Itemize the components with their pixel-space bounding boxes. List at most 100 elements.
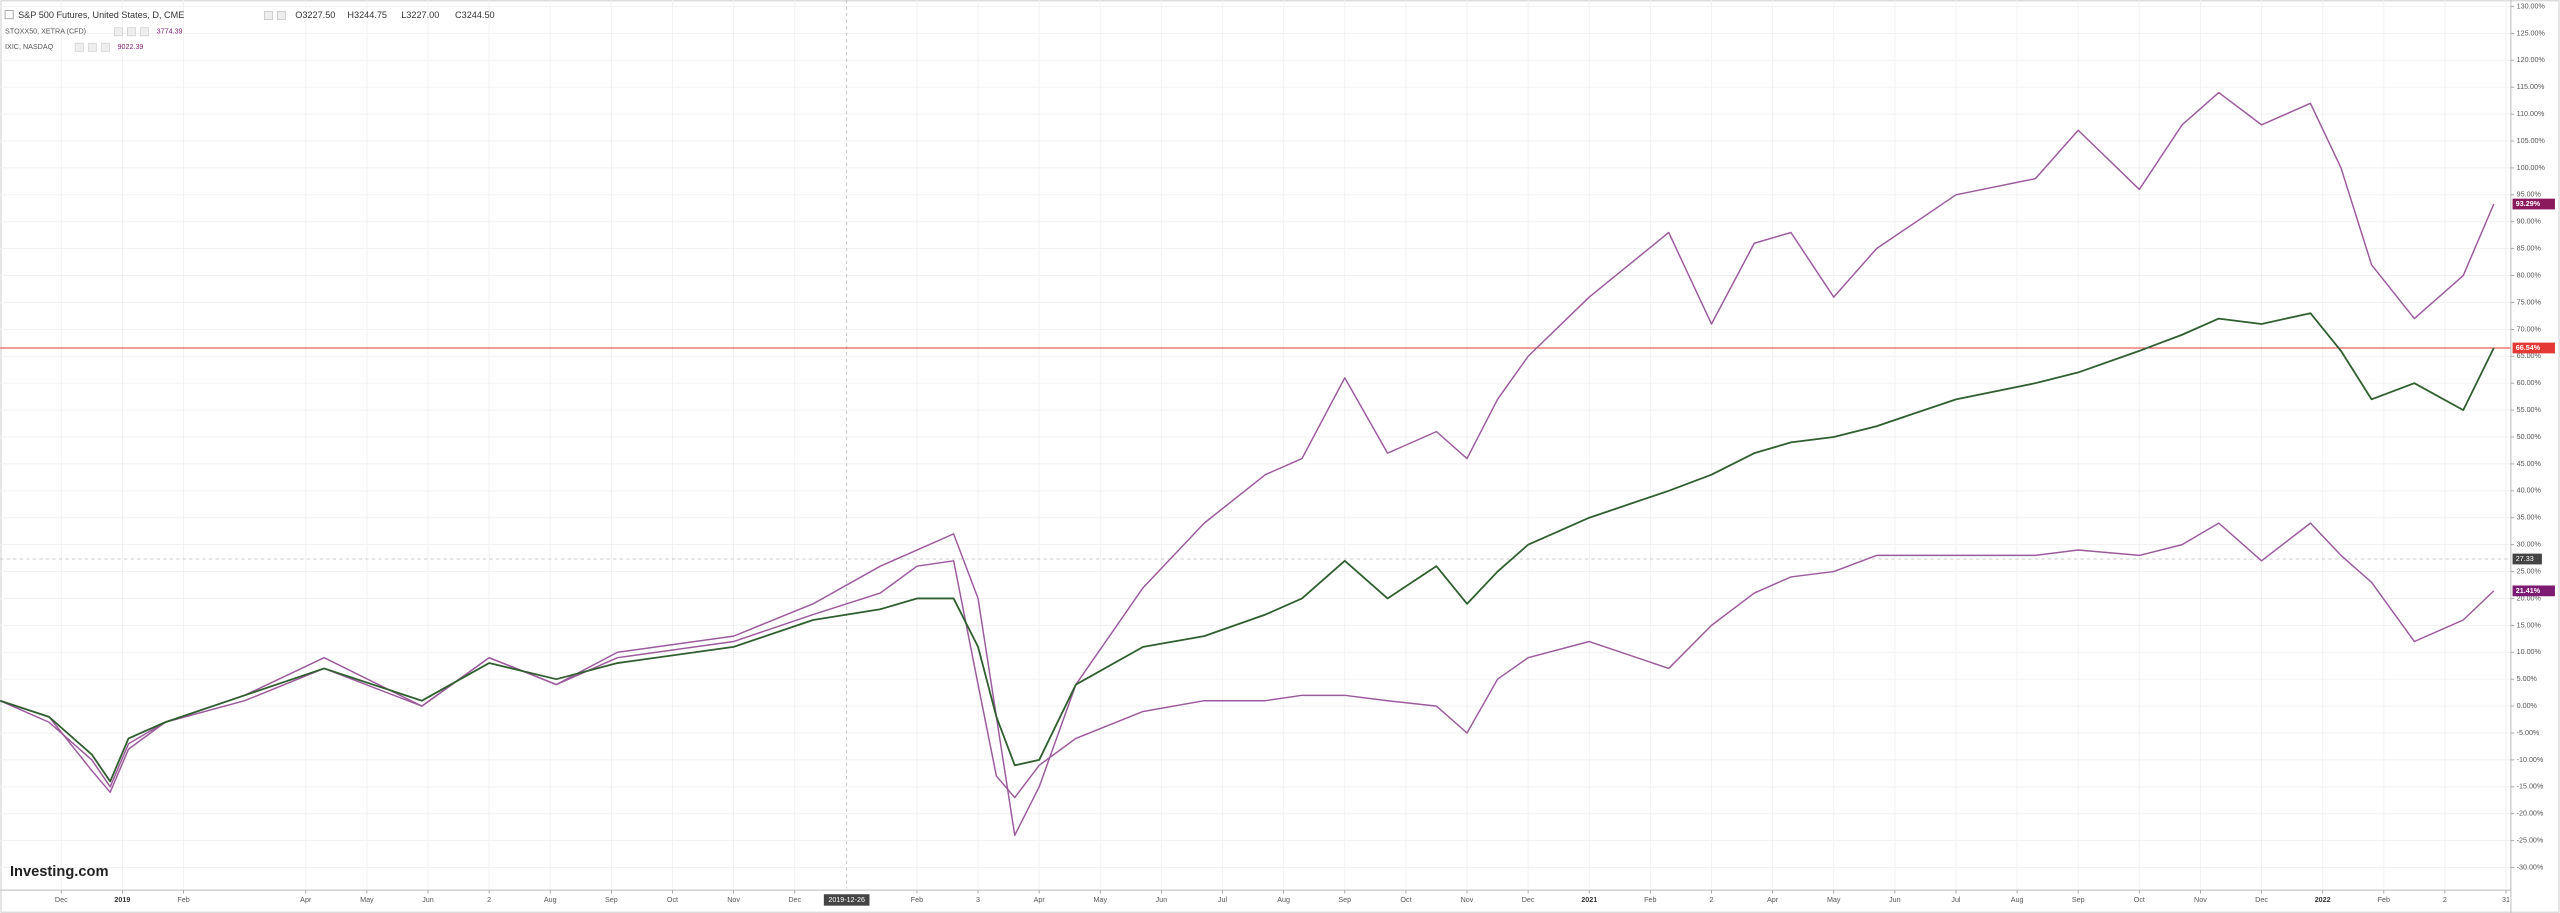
y-tick-label: 130.00% [2517, 2, 2546, 10]
crosshair-x-box [823, 894, 870, 906]
legend: S&P 500 Futures, United States, D, CME O… [4, 10, 495, 52]
y-tick-label: 85.00% [2517, 245, 2542, 253]
y-tick-label: 20.00% [2517, 594, 2542, 602]
x-tick-label: 2019 [114, 896, 130, 904]
x-tick-label: 2022 [2315, 896, 2331, 904]
x-tick-label: 2021 [1581, 896, 1597, 904]
x-tick-label: Nov [1461, 896, 1474, 904]
crosshair-y-label: 27.33 [2516, 555, 2534, 563]
grid [0, 0, 2511, 889]
high-value: H3244.75 [347, 10, 387, 20]
x-tick-label: Jun [422, 896, 434, 904]
y-tick-label: 40.00% [2517, 487, 2542, 495]
last-value-box [2512, 342, 2555, 354]
y-tick-label: 55.00% [2517, 406, 2542, 414]
crosshair-y-box [2512, 553, 2542, 565]
x-tick-label: Jun [1889, 896, 1901, 904]
compare-icon[interactable] [87, 42, 97, 52]
x-tick-label: Aug [544, 896, 557, 904]
x-tick-label: Nov [727, 896, 740, 904]
x-tick-label: Apr [1767, 896, 1779, 904]
x-tick-label: May [1827, 896, 1841, 904]
x-tick-label: Feb [1644, 896, 1656, 904]
last-value-label: 66.54% [2516, 344, 2541, 352]
y-tick-label: 110.00% [2517, 110, 2545, 118]
compare-icon[interactable] [74, 42, 84, 52]
crosshair-x-label: 2019-12-26 [828, 896, 865, 904]
x-tick-label: Oct [1400, 896, 1411, 904]
close-icon[interactable] [277, 11, 286, 20]
y-tick-label: 35.00% [2517, 514, 2542, 522]
compare-symbol: IXIC, NASDAQ [5, 43, 54, 51]
last-value-label: 93.29% [2516, 200, 2541, 208]
axes: 130.00% 125.00% 120.00% 115.00% 110.00% 105.0… [55, 2, 2555, 906]
x-tick-label: Aug [2011, 896, 2024, 904]
x-tick-label: Nov [2194, 896, 2207, 904]
x-tick-label: Jul [1218, 896, 1228, 904]
x-tick-label: Apr [300, 896, 312, 904]
x-tick-label: Aug [1277, 896, 1290, 904]
settings-icon[interactable] [263, 11, 273, 20]
y-tick-label: 0.00% [2517, 702, 2538, 710]
collapse-icon[interactable] [4, 10, 14, 20]
last-value-box [2512, 585, 2555, 597]
x-tick-label: May [1094, 896, 1108, 904]
compare-symbol: STOXX50, XETRA (CFD) [5, 28, 86, 36]
close-value: C3244.50 [455, 10, 495, 20]
y-tick-label: 95.00% [2517, 191, 2542, 199]
y-tick-label: 100.00% [2517, 164, 2546, 172]
last-value-box [2512, 198, 2555, 210]
x-tick-label: Sep [2072, 896, 2085, 904]
y-tick-label: 125.00% [2517, 29, 2546, 37]
x-tick-label: Oct [667, 896, 678, 904]
x-tick-label: Sep [1338, 896, 1351, 904]
y-tick-label: -10.00% [2517, 756, 2544, 764]
y-tick-label: -25.00% [2517, 837, 2544, 845]
x-tick-label: 2 [2443, 896, 2447, 904]
x-tick-label: Feb [911, 896, 923, 904]
plot [0, 0, 2511, 889]
x-tick-label: Jun [1156, 896, 1168, 904]
compare-icon[interactable] [127, 27, 136, 37]
compare-price: 3774.39 [157, 28, 183, 36]
y-tick-label: 15.00% [2517, 621, 2542, 629]
y-tick-label: 75.00% [2517, 298, 2542, 306]
x-tick-label: 3 [976, 896, 980, 904]
last-value-label: 21.41% [2516, 587, 2541, 595]
x-tick-label: Dec [788, 896, 801, 904]
y-tick-label: 120.00% [2517, 56, 2546, 64]
x-tick-label: Oct [2134, 896, 2145, 904]
y-tick-label: 30.00% [2517, 541, 2542, 549]
x-tick-label: Feb [2378, 896, 2390, 904]
x-tick-label: Dec [55, 896, 68, 904]
y-tick-label: 50.00% [2517, 433, 2542, 441]
y-tick-label: 65.00% [2517, 352, 2542, 360]
x-tick-label: Feb [177, 896, 189, 904]
y-tick-label: 105.00% [2517, 137, 2546, 145]
x-tick-label: Apr [1034, 896, 1046, 904]
compare-icon[interactable] [100, 42, 110, 52]
compare-icon[interactable] [113, 27, 123, 37]
y-tick-label: 115.00% [2517, 83, 2545, 91]
series-line [0, 312, 2495, 783]
compare-icon[interactable] [140, 27, 149, 37]
x-tick-label: 2 [487, 896, 491, 904]
y-tick-label: -5.00% [2517, 729, 2540, 737]
low-value: L3227.00 [401, 10, 439, 20]
compare-price: 9022.39 [118, 43, 144, 51]
y-tick-label: 25.00% [2517, 567, 2542, 575]
y-tick-label: 5.00% [2517, 675, 2538, 683]
y-tick-label: 10.00% [2517, 648, 2542, 656]
logo: Investing.com [10, 864, 109, 880]
open-value: O3227.50 [295, 10, 335, 20]
y-tick-label: 70.00% [2517, 325, 2542, 333]
y-tick-label: 60.00% [2517, 379, 2542, 387]
x-tick-label: Dec [2255, 896, 2268, 904]
x-tick-label: Jul [1951, 896, 1961, 904]
y-tick-label: 80.00% [2517, 271, 2542, 279]
x-tick-label: May [360, 896, 374, 904]
y-tick-label: -15.00% [2517, 783, 2544, 791]
x-tick-label: Sep [605, 896, 618, 904]
